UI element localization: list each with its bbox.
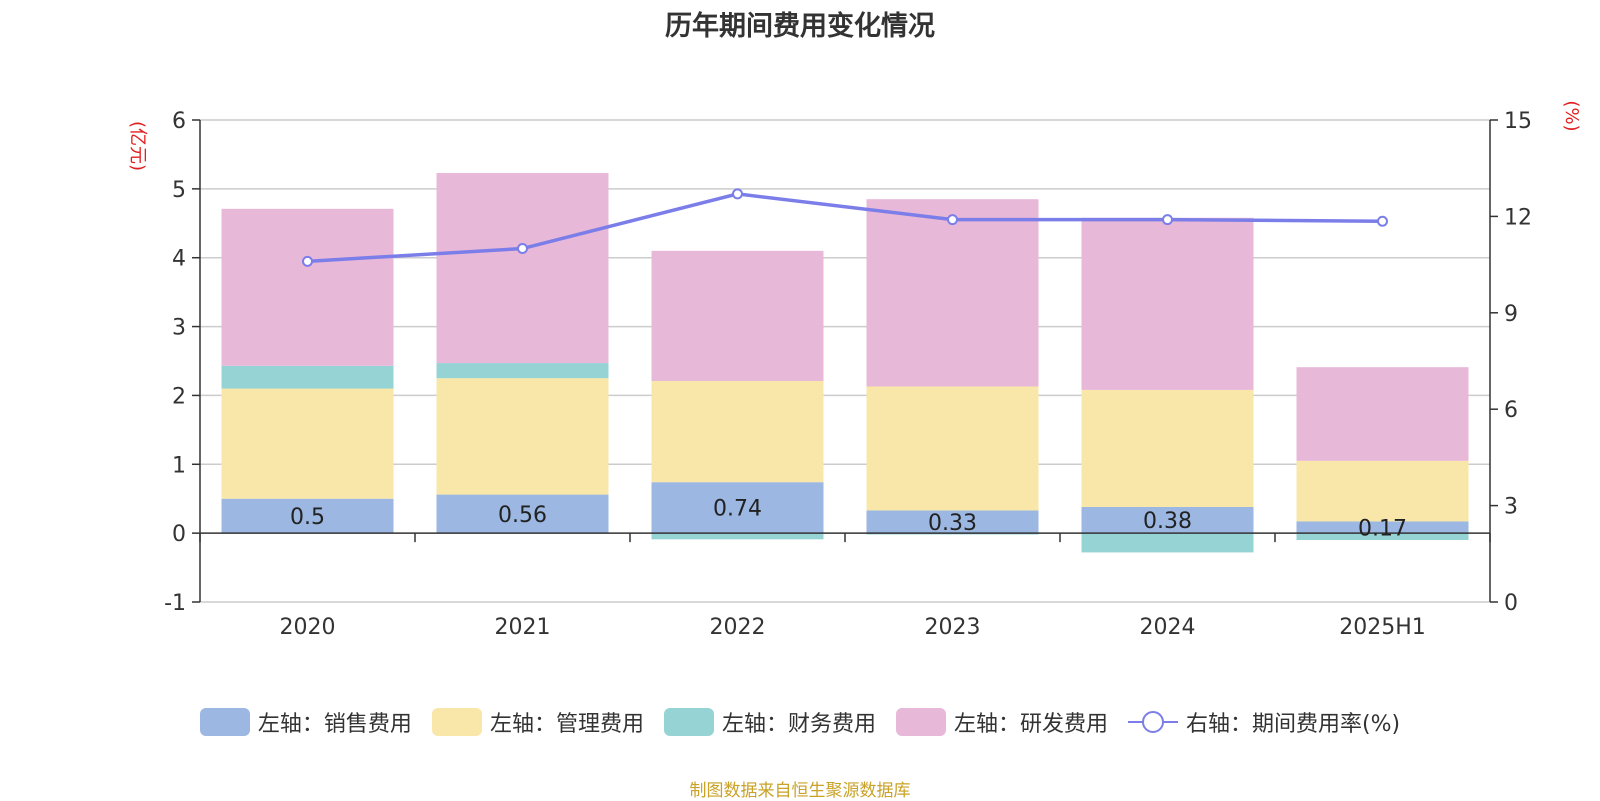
grid-layer	[200, 119, 1490, 603]
legend-label: 左轴：销售费用	[257, 712, 412, 737]
bar-data-label: 0.56	[498, 503, 547, 528]
bar-segment	[221, 498, 394, 534]
expense-rate-line	[307, 192, 1383, 264]
bar-segment	[436, 173, 609, 364]
bar-segment	[651, 482, 824, 534]
bar-segment	[1081, 533, 1254, 553]
bar-data-label: 0.74	[713, 497, 762, 522]
bar-segment	[1296, 521, 1469, 534]
bar-segment	[1296, 533, 1469, 541]
bar-segment	[221, 365, 394, 389]
right-tick-label: 12	[1504, 205, 1532, 230]
bar-segment	[221, 208, 394, 366]
left-tick-label: 1	[172, 453, 186, 478]
legend-item[interactable]: 左轴：研发费用	[895, 706, 1108, 738]
right-tick-label: 15	[1504, 109, 1532, 134]
legend-swatch	[199, 708, 250, 736]
left-axis-unit: (亿元)	[127, 121, 148, 171]
expense-rate-point	[302, 255, 313, 267]
bar-data-label: 0.38	[1143, 509, 1192, 534]
bar-segment	[651, 533, 824, 540]
bar-segment	[651, 250, 824, 381]
left-tick-label: 0	[172, 522, 186, 547]
left-tick-label: 2	[172, 384, 186, 409]
bar-segment	[221, 388, 394, 499]
x-category-label: 2021	[495, 615, 551, 640]
line-layer	[302, 188, 1388, 267]
bar-segment	[866, 386, 1039, 511]
label-layer: 0.5 0.56 0.74 0.33 0.38 0.17	[290, 497, 1407, 542]
legend-label: 左轴：管理费用	[489, 712, 644, 737]
bar-segment	[1081, 389, 1254, 507]
expense-rate-point	[517, 243, 528, 255]
bar-segment	[436, 378, 609, 495]
expense-rate-point	[947, 214, 958, 226]
right-tick-label: 6	[1504, 398, 1518, 423]
left-tick-label: 6	[172, 109, 186, 134]
chart-title: 历年期间费用变化情况	[665, 11, 935, 42]
legend-swatch	[431, 708, 482, 736]
bar-data-label: 0.17	[1358, 516, 1407, 541]
legend-item[interactable]: 左轴：销售费用	[199, 706, 412, 738]
x-category-label: 2023	[925, 615, 981, 640]
x-category-label: 2024	[1140, 615, 1196, 640]
legend-item[interactable]: 左轴：财务费用	[663, 706, 876, 738]
bar-segment	[866, 199, 1039, 387]
right-tick-label: 9	[1504, 302, 1518, 327]
left-tick-label: 4	[172, 247, 186, 272]
bar-segment	[651, 380, 824, 483]
left-tick-label: 3	[172, 316, 186, 341]
x-category-label: 2020	[280, 615, 336, 640]
bar-data-label: 0.5	[290, 505, 325, 530]
bar-data-label: 0.33	[928, 511, 977, 536]
expense-rate-point	[1377, 215, 1388, 227]
legend-label: 右轴：期间费用率(%)	[1185, 712, 1401, 737]
x-category-label: 2022	[710, 615, 766, 640]
bar-segment	[1296, 460, 1469, 522]
bar-segment	[436, 363, 609, 379]
legend-item[interactable]: 右轴：期间费用率(%)	[1127, 706, 1401, 738]
legend-swatch	[663, 708, 714, 736]
x-category-label: 2025H1	[1339, 615, 1426, 640]
bar-segment	[1081, 506, 1254, 534]
right-tick-label: 0	[1504, 591, 1518, 616]
bar-segment	[1296, 367, 1469, 461]
left-tick-label: 5	[172, 178, 186, 203]
legend-label: 左轴：研发费用	[953, 712, 1108, 737]
left-tick-label: -1	[164, 591, 186, 616]
right-axis-unit: (%)	[1561, 100, 1582, 131]
legend-swatch	[1127, 711, 1178, 733]
expense-rate-point	[732, 188, 743, 200]
expense-rate-point	[1162, 214, 1173, 226]
legend-item[interactable]: 左轴：管理费用	[431, 706, 644, 738]
legend-swatch	[895, 708, 946, 736]
source-note: 制图数据来自恒生聚源数据库	[689, 781, 911, 801]
bar-segment	[1081, 217, 1254, 390]
bar-segment	[866, 510, 1039, 534]
bar-segment	[436, 494, 609, 534]
legend-label: 左轴：财务费用	[721, 712, 876, 737]
legend: 左轴：销售费用 左轴：管理费用 左轴：财务费用 左轴：研发费用 右轴：期间费用率(%)	[0, 706, 1600, 738]
right-tick-label: 3	[1504, 495, 1518, 520]
bar-layer	[221, 173, 1469, 553]
